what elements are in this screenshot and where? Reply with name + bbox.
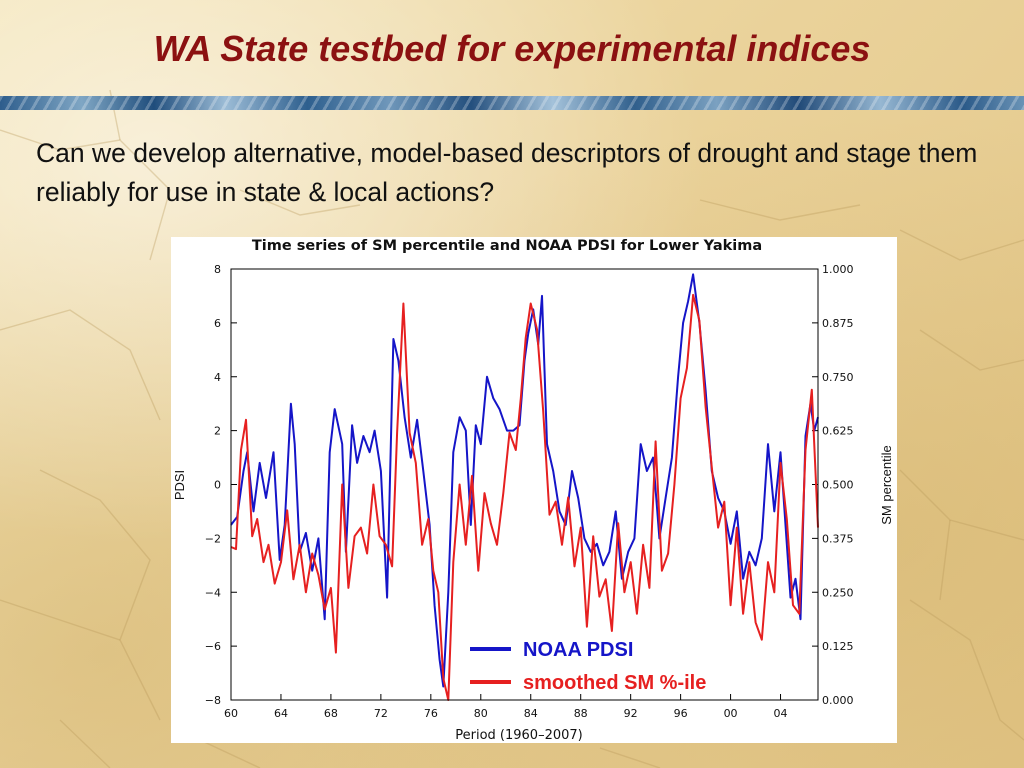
y-right-tick-label: 1.000 — [822, 263, 854, 276]
x-tick-label: 92 — [624, 707, 638, 720]
chart-svg: Time series of SM percentile and NOAA PD… — [172, 238, 894, 743]
y-left-tick-label: −8 — [205, 694, 221, 707]
x-tick-label: 88 — [574, 707, 588, 720]
decorative-band — [0, 96, 1024, 110]
left-axis-ticks: 8 6 4 2 0 −2 −4 −6 −8 — [205, 263, 237, 707]
legend-label-sm: smoothed SM %-ile — [523, 672, 706, 694]
plot-frame — [230, 268, 819, 701]
chart-panel: Time series of SM percentile and NOAA PD… — [171, 237, 897, 743]
y-right-tick-label: 0.125 — [822, 640, 854, 653]
x-axis-ticks: 60 64 68 72 76 80 84 88 92 96 00 04 — [224, 694, 788, 720]
y-axis-right-label: SM percentile — [879, 445, 894, 524]
x-tick-label: 80 — [474, 707, 488, 720]
x-tick-label: 96 — [674, 707, 688, 720]
x-tick-label: 00 — [724, 707, 738, 720]
legend: NOAA PDSI smoothed SM %-ile — [470, 639, 706, 694]
y-axis-left-label: PDSI — [172, 470, 187, 500]
x-tick-label: 68 — [324, 707, 338, 720]
y-right-tick-label: 0.250 — [822, 586, 854, 599]
x-tick-label: 60 — [224, 707, 238, 720]
y-right-tick-label: 0.500 — [822, 479, 854, 492]
sm-percentile-line — [230, 293, 819, 701]
x-axis-label: Period (1960–2007) — [455, 728, 582, 743]
y-left-tick-label: 4 — [214, 371, 221, 384]
y-right-tick-label: 0.375 — [822, 532, 854, 545]
y-right-tick-label: 0.750 — [822, 371, 854, 384]
x-tick-label: 64 — [274, 707, 288, 720]
y-right-tick-label: 0.000 — [822, 694, 854, 707]
chart-title: Time series of SM percentile and NOAA PD… — [252, 238, 762, 254]
y-left-tick-label: 6 — [214, 317, 221, 330]
y-left-tick-label: −4 — [205, 586, 221, 599]
y-right-tick-label: 0.625 — [822, 425, 854, 438]
y-left-tick-label: 2 — [214, 425, 221, 438]
legend-label-pdsi: NOAA PDSI — [523, 639, 633, 661]
question-text: Can we develop alternative, model-based … — [36, 138, 978, 207]
x-tick-label: 76 — [424, 707, 438, 720]
x-tick-label: 04 — [774, 707, 788, 720]
y-left-tick-label: 0 — [214, 479, 221, 492]
y-right-tick-label: 0.875 — [822, 317, 854, 330]
y-left-tick-label: −2 — [205, 532, 221, 545]
pdsi-line — [230, 273, 819, 688]
y-left-tick-label: 8 — [214, 263, 221, 276]
y-left-tick-label: −6 — [205, 640, 221, 653]
x-tick-label: 84 — [524, 707, 538, 720]
slide-title: WA State testbed for experimental indice… — [153, 28, 871, 69]
right-axis-ticks: 1.000 0.875 0.750 0.625 0.500 0.375 0.250 0.125… — [812, 263, 854, 707]
x-tick-label: 72 — [374, 707, 388, 720]
